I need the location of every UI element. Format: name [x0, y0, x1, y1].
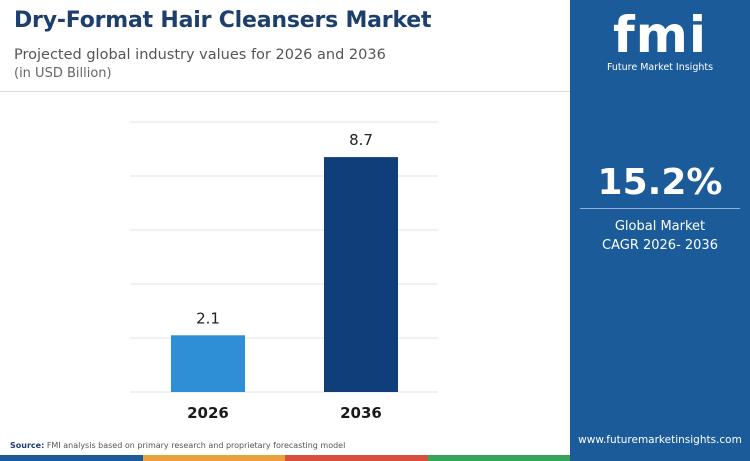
- fmi-logo: fmi Future Market Insights: [592, 10, 728, 73]
- cagr-value: 15.2%: [597, 162, 723, 203]
- logo-text: Future Market Insights: [606, 62, 714, 73]
- page-title: Dry-Format Hair Cleansers Market: [14, 8, 432, 33]
- category-label-2026: 2026: [187, 404, 229, 422]
- cagr-label-line1: Global Market: [614, 219, 706, 234]
- strip-segment: [0, 455, 143, 461]
- category-label-2036: 2036: [340, 404, 382, 422]
- sidebar: fmi Future Market Insights 15.2% Global …: [570, 0, 750, 461]
- color-strip: [0, 455, 570, 461]
- bar-2036: [324, 157, 398, 392]
- strip-segment: [285, 455, 428, 461]
- source-note: Source: FMI analysis based on primary re…: [10, 441, 345, 450]
- strip-segment: [142, 455, 285, 461]
- source-text: FMI analysis based on primary research a…: [46, 441, 346, 450]
- data-label-2026: 2.1: [196, 309, 220, 327]
- chart-subtitle: Projected global industry values for 202…: [14, 47, 386, 63]
- strip-segment: [427, 455, 570, 461]
- logo-letters: fmi: [613, 6, 707, 64]
- source-label: Source:: [10, 441, 45, 450]
- cagr-label-line2: CAGR 2026- 2036: [602, 238, 718, 253]
- chart-panel: Dry-Format Hair Cleansers Market Project…: [0, 8, 570, 461]
- bar-2026: [171, 335, 245, 392]
- unit-label: (in USD Billion): [14, 66, 112, 81]
- website-link[interactable]: www.futuremarketinsights.com: [578, 434, 742, 446]
- bar-chart: 2.1 2026 8.7 2036: [130, 121, 438, 422]
- data-label-2036: 8.7: [349, 131, 373, 149]
- cagr-divider: [580, 208, 740, 209]
- title-divider: [0, 91, 570, 92]
